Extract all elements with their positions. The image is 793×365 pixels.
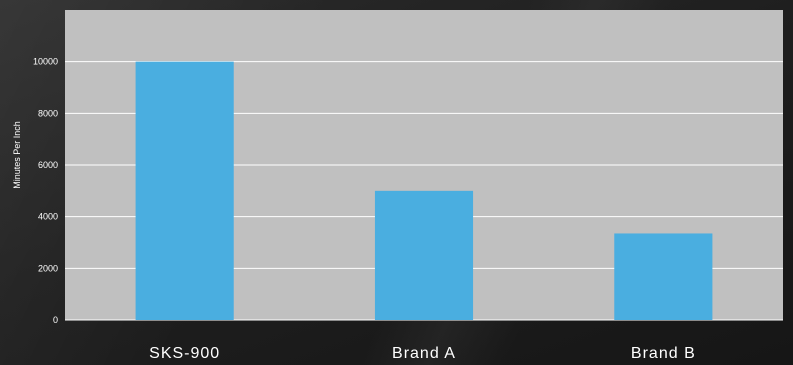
bars <box>135 61 713 321</box>
y-tick-label: 10000 <box>33 57 58 67</box>
x-axis-categories: SKS-900 Brand A Brand B <box>149 345 696 362</box>
y-tick-label: 4000 <box>38 212 58 222</box>
y-tick-label: 0 <box>53 315 58 325</box>
y-axis-label: Minutes Per Inch <box>12 121 22 189</box>
bar-sks-900 <box>135 61 234 321</box>
bar-brand-a <box>374 190 474 320</box>
y-tick-label: 2000 <box>38 263 58 273</box>
y-axis-ticks: 0 2000 4000 6000 8000 10000 <box>33 57 58 325</box>
y-tick-label: 8000 <box>38 108 58 118</box>
x-category-label: Brand B <box>631 345 696 362</box>
x-category-label: Brand A <box>392 345 456 362</box>
y-tick-label: 6000 <box>38 160 58 170</box>
x-category-label: SKS-900 <box>149 345 220 362</box>
bar-brand-b <box>614 233 713 320</box>
